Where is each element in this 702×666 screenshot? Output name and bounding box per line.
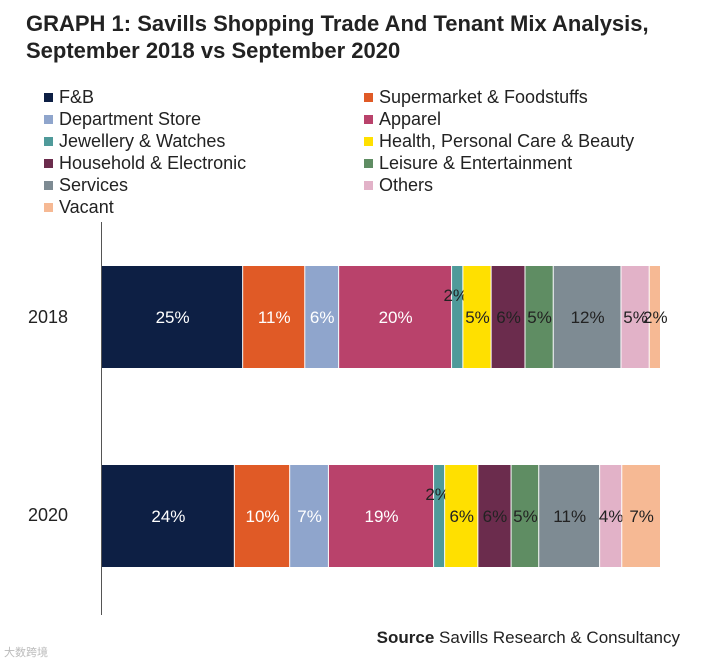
source-text: Savills Research & Consultancy xyxy=(439,628,680,647)
legend-label: Services xyxy=(59,174,129,195)
legend-swatch xyxy=(364,114,373,124)
data-label: 10% xyxy=(245,507,279,526)
bar-segment xyxy=(434,465,445,567)
bar-segment xyxy=(463,266,491,368)
legend-item: Household & Electronic xyxy=(44,152,364,174)
legend-item: Jewellery & Watches xyxy=(44,130,364,152)
category-label-2018: 2018 xyxy=(28,307,69,327)
bar-segment xyxy=(339,266,452,368)
bar-segment xyxy=(539,465,600,567)
legend-swatch xyxy=(364,158,373,168)
legend-swatch xyxy=(44,92,53,102)
legend-item: Department Store xyxy=(44,108,364,130)
legend-item: Vacant xyxy=(44,196,364,218)
data-label: 5% xyxy=(513,507,538,526)
data-label: 2% xyxy=(425,485,450,504)
legend-label: Others xyxy=(379,174,434,195)
legend-label: Department Store xyxy=(59,108,202,129)
category-label-2020: 2020 xyxy=(28,505,69,525)
legend-item: F&B xyxy=(44,86,364,108)
bar-segment xyxy=(234,465,290,567)
legend: F&B Supermarket & Foodstuffs Department St… xyxy=(44,86,694,218)
legend-item: Leisure & Entertainment xyxy=(364,152,684,174)
bar-segment xyxy=(328,465,434,567)
legend-swatch xyxy=(44,114,53,124)
data-label: 7% xyxy=(297,507,322,526)
bar-segment xyxy=(649,266,660,368)
legend-label: Health, Personal Care & Beauty xyxy=(379,130,635,151)
legend-label: Household & Electronic xyxy=(59,152,247,173)
data-label: 4% xyxy=(599,507,624,526)
data-label: 24% xyxy=(151,507,185,526)
bar-segment xyxy=(525,266,553,368)
bar-segment xyxy=(243,266,305,368)
legend-label: F&B xyxy=(59,86,95,107)
data-label: 6% xyxy=(483,507,508,526)
legend-item: Others xyxy=(364,174,684,196)
bar-segment xyxy=(102,266,243,368)
bar-segment xyxy=(600,465,622,567)
data-label: 5% xyxy=(623,308,648,327)
legend-item: Services xyxy=(44,174,364,196)
data-label: 6% xyxy=(449,507,474,526)
legend-label: Jewellery & Watches xyxy=(59,130,226,151)
legend-item: Apparel xyxy=(364,108,684,130)
data-label: 5% xyxy=(527,308,552,327)
legend-swatch xyxy=(44,136,53,146)
legend-label: Vacant xyxy=(59,196,114,217)
legend-swatch xyxy=(364,180,373,190)
data-label: 19% xyxy=(364,507,398,526)
bar-segment xyxy=(290,465,328,567)
legend-item: Health, Personal Care & Beauty xyxy=(364,130,684,152)
bar-segment xyxy=(553,266,621,368)
legend-label: Apparel xyxy=(379,108,442,129)
data-label: 20% xyxy=(379,308,413,327)
chart-title: GRAPH 1: Savills Shopping Trade And Tena… xyxy=(26,11,649,63)
data-label: 6% xyxy=(496,308,521,327)
source-note: Source Savills Research & Consultancy xyxy=(377,628,680,648)
bar-segment xyxy=(478,465,511,567)
bar-segment xyxy=(491,266,525,368)
data-label: 11% xyxy=(553,507,586,526)
legend-swatch xyxy=(364,136,373,146)
data-label: 5% xyxy=(465,308,490,327)
data-label: 6% xyxy=(310,308,335,327)
legend-swatch xyxy=(44,158,53,168)
legend-item: Supermarket & Foodstuffs xyxy=(364,86,684,108)
legend-label: Supermarket & Foodstuffs xyxy=(379,86,588,107)
data-label: 7% xyxy=(629,507,654,526)
bar-segment xyxy=(445,465,478,567)
legend-swatch xyxy=(364,92,373,102)
category-axis-line xyxy=(101,222,102,615)
data-label: 2% xyxy=(643,308,668,327)
watermark: 大数跨境 xyxy=(4,647,48,659)
bar-segment xyxy=(102,465,234,567)
legend-label: Leisure & Entertainment xyxy=(379,152,573,173)
bar-segment xyxy=(452,266,463,368)
data-label: 12% xyxy=(571,308,605,327)
bar-segment xyxy=(305,266,339,368)
source-label: Source xyxy=(376,628,435,647)
bar-segment xyxy=(621,266,649,368)
bar-segment xyxy=(511,465,539,567)
legend-swatch xyxy=(44,180,53,190)
data-label: 2% xyxy=(443,286,468,305)
data-label: 11% xyxy=(258,308,291,327)
bar-segment xyxy=(622,465,660,567)
data-label: 25% xyxy=(156,308,190,327)
legend-swatch xyxy=(44,202,53,212)
